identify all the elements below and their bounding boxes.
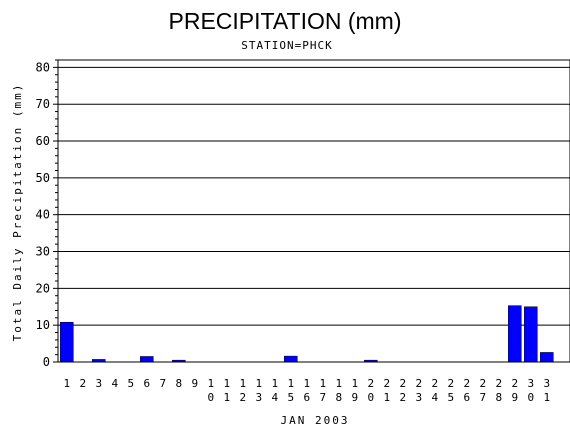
y-tick-label: 70 <box>36 97 50 111</box>
bar <box>140 356 154 363</box>
plot-frame <box>57 59 570 363</box>
y-tick-label: 20 <box>36 281 50 295</box>
y-tick-label: 30 <box>36 245 50 259</box>
bar <box>60 321 74 363</box>
chart-title: PRECIPITATION (mm) <box>169 8 402 34</box>
y-tick-label: 10 <box>36 318 50 332</box>
x-tick-label: 9 <box>191 377 198 390</box>
y-tick-label: 60 <box>36 134 50 148</box>
x-tick-label: 2 <box>79 377 86 390</box>
x-axis-ticks: 1 2 3 4 5 6 7 8 9 1 01 11 21 31 41 51 61 71 81 92 02 12 22 32 42… <box>63 377 550 404</box>
y-axis-ticks: 0 10 20 30 40 50 60 70 80 <box>36 59 58 369</box>
y-axis-label: Total Daily Precipitation (mm) <box>11 83 24 342</box>
bars <box>60 305 554 363</box>
x-tick-label: 7 <box>159 377 166 390</box>
x-tick-label: 8 <box>175 377 182 390</box>
bar <box>540 352 554 363</box>
x-axis-label: JAN 2003 <box>281 414 350 427</box>
x-tick-label: 1 <box>63 377 70 390</box>
x-tick-label: 6 <box>143 377 150 390</box>
x-tick-label: 3 <box>95 377 102 390</box>
y-tick-label: 40 <box>36 208 50 222</box>
x-tick-label: 5 <box>127 377 134 390</box>
y-tick-label: 50 <box>36 171 50 185</box>
chart-subtitle: STATION=PHCK <box>241 39 332 52</box>
x-tick-label: 4 <box>111 377 118 390</box>
gridlines <box>58 66 570 326</box>
bar <box>508 305 522 363</box>
y-tick-label: 0 <box>43 355 50 369</box>
y-tick-label: 80 <box>36 60 50 74</box>
bar <box>524 306 538 363</box>
bar <box>284 355 298 363</box>
